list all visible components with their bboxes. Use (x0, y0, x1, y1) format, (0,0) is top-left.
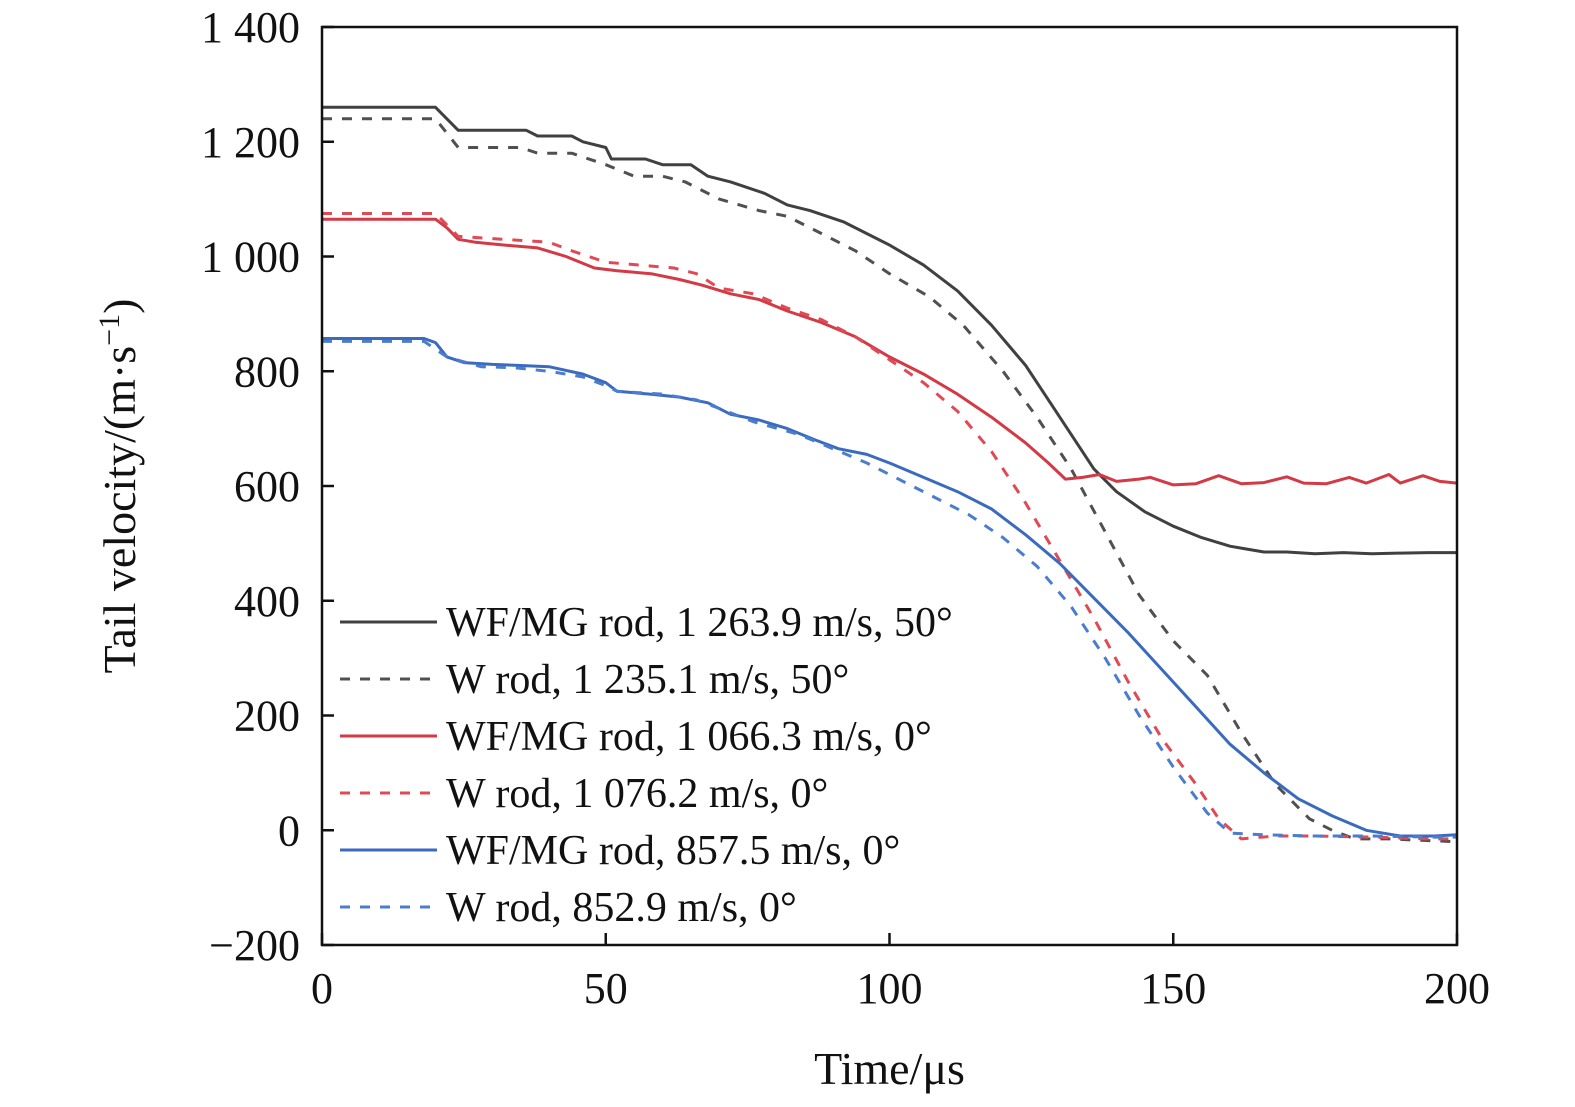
y-tick-label: 400 (234, 577, 300, 626)
x-axis-title: Time/μs (814, 1043, 965, 1094)
y-axis-title-superscript: −1 (93, 314, 126, 346)
y-tick-label: 800 (234, 347, 300, 396)
series-line-1 (322, 105, 1457, 556)
y-tick-label: 0 (278, 806, 300, 855)
series-line-2 (322, 117, 1458, 844)
y-axis-title-base: Tail velocity/(m·s (94, 346, 145, 674)
y-tick-label: 1 400 (201, 3, 300, 52)
legend: WF/MG rod, 1 263.9 m/s, 50° W rod, 1 235.… (340, 600, 953, 931)
legend-label-3: WF/MG rod, 1 066.3 m/s, 0° (446, 714, 932, 760)
legend-label-2: W rod, 1 235.1 m/s, 50° (446, 657, 849, 703)
y-tick-label: 600 (234, 462, 300, 511)
x-tick-label: 200 (1424, 964, 1490, 1013)
legend-label-1: WF/MG rod, 1 263.9 m/s, 50° (446, 600, 953, 646)
y-tick-label: 200 (234, 692, 300, 741)
legend-label-5: WF/MG rod, 857.5 m/s, 0° (446, 828, 900, 874)
x-tick-label: 50 (584, 964, 628, 1013)
x-tick-label: 100 (857, 964, 923, 1013)
y-tick-label: 1 200 (201, 118, 300, 167)
series-layer (322, 105, 1458, 844)
series-line-4 (322, 212, 1457, 841)
legend-label-6: W rod, 852.9 m/s, 0° (446, 885, 797, 931)
legend-label-4: W rod, 1 076.2 m/s, 0° (446, 771, 828, 817)
x-tick-label: 150 (1140, 964, 1206, 1013)
ticks-layer (320, 25, 1459, 947)
y-axis-title: Tail velocity/(m·s−1) (93, 299, 146, 674)
series-line-6 (322, 339, 1457, 839)
series-line-3 (322, 217, 1458, 487)
y-tick-label: 1 000 (201, 233, 300, 282)
y-tick-label: −200 (209, 921, 300, 970)
series-line-5 (322, 337, 1458, 838)
y-axis-title-close: ) (94, 299, 145, 314)
x-tick-label: 0 (311, 964, 333, 1013)
